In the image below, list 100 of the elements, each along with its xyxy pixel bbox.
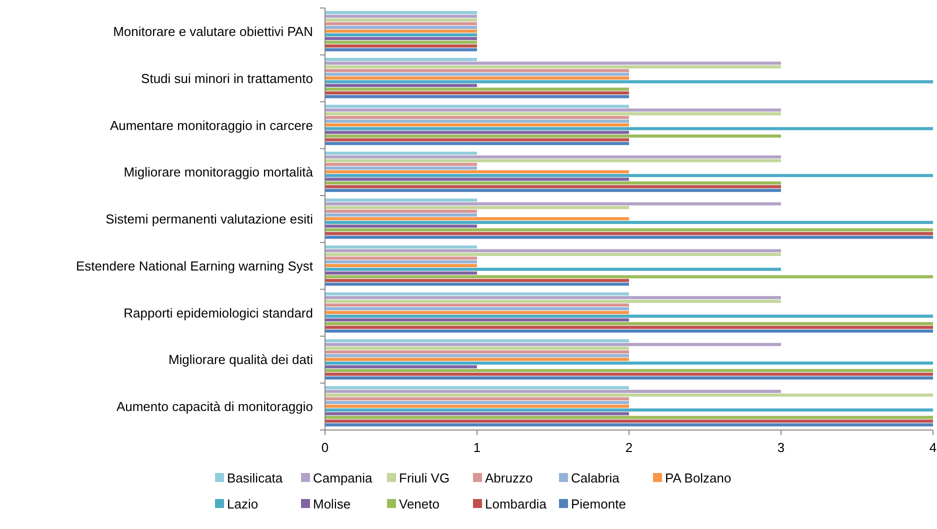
legend-label: Calabria xyxy=(571,470,620,486)
bar xyxy=(325,236,933,239)
bar xyxy=(325,358,629,361)
bar xyxy=(325,271,477,275)
bar xyxy=(325,206,629,210)
legend-label: Piemonte xyxy=(571,496,626,512)
x-tick-label: 0 xyxy=(321,440,329,455)
bar xyxy=(325,76,629,80)
bar xyxy=(325,307,629,310)
bar xyxy=(325,40,477,44)
bar xyxy=(325,404,629,408)
bar xyxy=(325,330,933,333)
bar xyxy=(325,400,629,404)
bar xyxy=(325,26,477,29)
bar xyxy=(325,296,781,300)
bar xyxy=(325,108,781,112)
bar xyxy=(325,362,933,365)
x-tick-label: 2 xyxy=(625,440,633,455)
bar xyxy=(325,339,629,342)
x-tick-label: 1 xyxy=(473,440,481,455)
legend-label: Molise xyxy=(313,496,351,512)
bar xyxy=(325,120,629,123)
bar xyxy=(325,232,933,236)
legend-label: Lazio xyxy=(227,496,258,512)
bar xyxy=(325,342,781,346)
bar xyxy=(325,178,629,181)
bar xyxy=(325,58,477,62)
bar xyxy=(325,185,781,188)
y-tick-label: Estendere National Earning warning Syst xyxy=(76,258,314,274)
bar xyxy=(325,84,477,88)
bar xyxy=(325,152,477,155)
bar xyxy=(325,408,933,412)
bar xyxy=(325,138,629,142)
bar xyxy=(325,264,477,268)
y-tick-label: Aumento capacità di monitoraggio xyxy=(116,399,313,414)
bar xyxy=(325,252,781,256)
bar xyxy=(325,282,629,286)
legend-label: Veneto xyxy=(399,496,440,512)
bar xyxy=(325,416,933,419)
bar xyxy=(325,44,477,48)
legend-label: Basilicata xyxy=(227,470,284,486)
bar xyxy=(325,423,933,426)
bar xyxy=(325,116,629,120)
bar xyxy=(325,159,781,162)
bar xyxy=(325,310,629,314)
bar xyxy=(325,275,933,278)
bar xyxy=(325,278,629,282)
y-tick-label: Sistemi permanenti valutazione esiti xyxy=(106,212,314,227)
y-tick-label: Migliorare monitoraggio mortalità xyxy=(124,164,314,180)
bar xyxy=(325,62,781,65)
bar xyxy=(325,37,477,40)
y-tick-label: Migliorare qualità dei dati xyxy=(168,352,314,368)
legend-label: Campania xyxy=(313,470,374,486)
bar xyxy=(325,354,629,358)
bar xyxy=(325,217,629,220)
bar xyxy=(325,188,781,192)
x-tick-label: 4 xyxy=(929,440,937,455)
bar xyxy=(325,80,933,84)
bar xyxy=(325,142,629,146)
bar xyxy=(325,256,477,260)
x-tick-label: 3 xyxy=(777,440,785,455)
bar xyxy=(325,249,781,252)
bar xyxy=(325,228,933,232)
bar xyxy=(325,386,629,390)
bar xyxy=(325,368,933,372)
bar xyxy=(325,346,629,350)
bar xyxy=(325,130,629,134)
bar xyxy=(325,104,629,108)
bar xyxy=(325,30,477,33)
bar xyxy=(325,123,629,126)
bar xyxy=(325,155,781,158)
bar xyxy=(325,18,477,22)
bar xyxy=(325,350,629,354)
bar xyxy=(325,365,477,368)
y-tick-label: Monitorare e valutare obiettivi PAN xyxy=(113,24,313,39)
bar xyxy=(325,268,781,271)
bar xyxy=(325,91,629,94)
bar xyxy=(325,48,477,52)
bar xyxy=(325,11,477,14)
bar xyxy=(325,224,477,228)
bar xyxy=(325,260,477,264)
bar xyxy=(325,397,629,400)
bar xyxy=(325,326,933,329)
bar xyxy=(325,303,629,307)
bar xyxy=(325,134,781,138)
y-tick-label: Studi sui minori in trattamento xyxy=(141,70,313,86)
bar xyxy=(325,420,933,423)
bar xyxy=(325,22,477,26)
bar xyxy=(325,372,933,376)
bar xyxy=(325,95,629,98)
bar xyxy=(325,220,933,224)
bar xyxy=(325,376,933,380)
bar xyxy=(325,14,477,18)
legend-label: Abruzzo xyxy=(485,470,533,486)
bar xyxy=(325,412,629,416)
bar xyxy=(325,69,629,72)
bar xyxy=(325,166,477,170)
bar xyxy=(325,181,781,185)
bar xyxy=(325,162,477,166)
bar xyxy=(325,314,933,318)
